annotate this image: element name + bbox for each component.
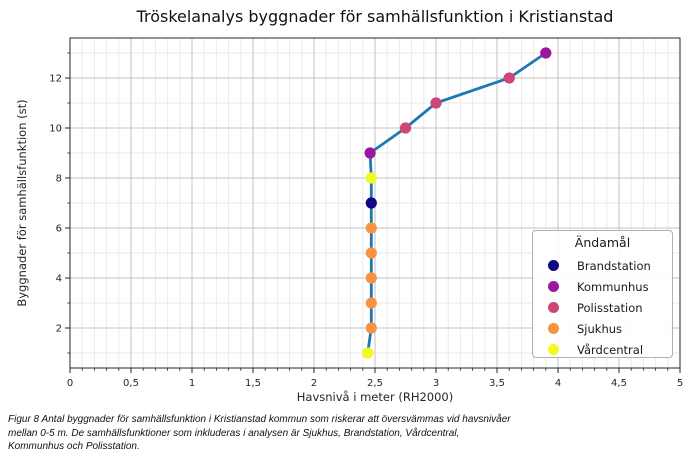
caption-line-2: mellan 0-5 m. De samhällsfunktioner som … [8, 427, 460, 439]
legend-swatch-icon [548, 281, 559, 292]
y-tick-label: 10 [49, 124, 62, 135]
data-point [365, 172, 377, 184]
y-tick-label: 8 [56, 174, 62, 185]
data-point [362, 347, 374, 359]
data-point [365, 197, 377, 209]
data-point [365, 297, 377, 309]
x-tick-label: 1,5 [245, 378, 261, 389]
data-point [503, 72, 515, 84]
data-point [430, 97, 442, 109]
legend-label: Kommunhus [577, 279, 649, 294]
x-tick-label: 1 [189, 378, 195, 389]
x-tick-label: 4 [555, 378, 561, 389]
legend-title: Ändamål [574, 235, 631, 250]
legend-label: Sjukhus [577, 321, 623, 336]
y-axis-label: Byggnader för samhällsfunktion (st) [15, 99, 29, 307]
legend-swatch-icon [548, 323, 559, 334]
legend-entry: Sjukhus [533, 318, 672, 339]
legend-entry: Vårdcentral [533, 339, 672, 360]
legend-label: Vårdcentral [577, 342, 644, 357]
legend-entries: Brandstation Kommunhus Polisstation Sjukhus… [533, 255, 672, 360]
legend: Ändamål Brandstation Kommunhus Polisstatio… [532, 230, 673, 358]
data-point [365, 222, 377, 234]
plot-area: 0 0,5 1 1,5 2 2,5 3 3,5 4 4,5 5 2 4 6 8 10 12 [49, 37, 683, 389]
x-tick-label: 4,5 [611, 378, 627, 389]
figure-caption: Figur 8 Antal byggnader för samhällsfunk… [8, 413, 648, 454]
x-tick-label: 0,5 [123, 378, 139, 389]
data-point [365, 322, 377, 334]
legend-entry: Polisstation [533, 297, 672, 318]
y-tick-label: 6 [56, 224, 62, 235]
y-tick-label: 4 [56, 274, 62, 285]
caption-line-3: Kommunhus och Polisstation. [8, 441, 140, 453]
y-tick-label: 2 [56, 324, 62, 335]
data-point [399, 122, 412, 134]
legend-swatch-icon [548, 260, 559, 271]
legend-entry: Brandstation [533, 255, 672, 276]
legend-swatch-icon [548, 302, 559, 313]
data-point [364, 147, 376, 159]
x-tick-label: 2,5 [367, 378, 383, 389]
legend-label: Polisstation [577, 300, 643, 315]
data-point [365, 247, 377, 259]
legend-entry: Kommunhus [533, 276, 672, 297]
x-tick-label: 2 [311, 378, 317, 389]
x-axis-label: Havsnivå i meter (RH2000) [296, 390, 454, 404]
caption-line-1: Figur 8 Antal byggnader för samhällsfunk… [8, 414, 511, 425]
x-tick-label: 3,5 [489, 378, 505, 389]
data-point [365, 272, 377, 284]
y-tick-label: 12 [49, 74, 62, 85]
legend-swatch-icon [548, 344, 559, 355]
x-tick-label: 5 [677, 378, 683, 389]
x-tick-label: 0 [67, 378, 73, 389]
chart-title: Tröskelanalys byggnader för samhällsfunk… [136, 7, 614, 26]
x-tick-label: 3 [433, 378, 439, 389]
legend-label: Brandstation [577, 258, 651, 273]
data-point [540, 47, 552, 59]
